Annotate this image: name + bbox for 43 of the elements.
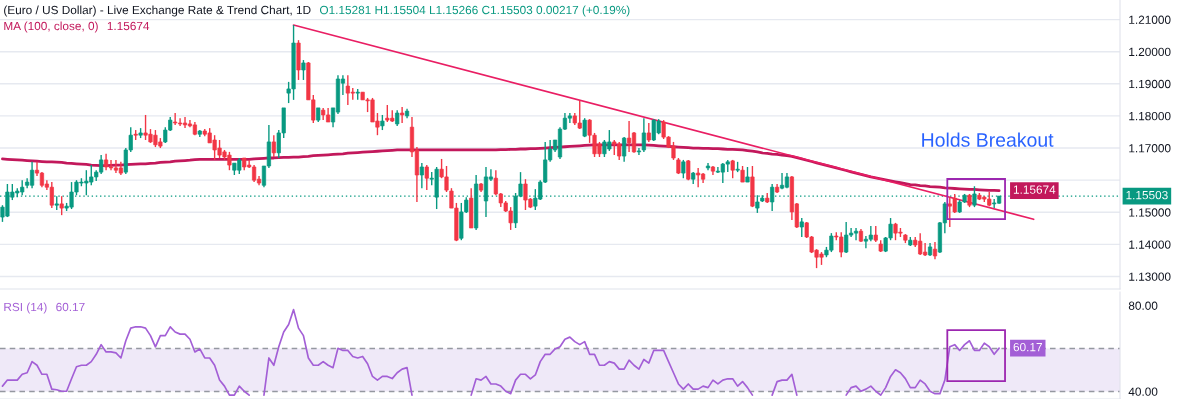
- y-tick-label: 1.15000: [1129, 208, 1171, 217]
- chart-title: (Euro / US Dollar) - Live Exchange Rate & Trend Chart, 1D: [4, 5, 311, 17]
- candlestick: [952, 193, 957, 214]
- candlestick: [646, 122, 651, 143]
- candlestick: [779, 172, 785, 190]
- y-tick-label: 80.00: [1128, 301, 1158, 310]
- candlestick: [844, 221, 849, 254]
- candlestick: [400, 106, 405, 124]
- candlestick: [173, 112, 178, 126]
- candlestick: [59, 195, 64, 216]
- candlestick: [271, 134, 276, 158]
- candlestick: [972, 185, 977, 208]
- text: 1.15674: [107, 21, 150, 31]
- candlestick: [696, 167, 701, 188]
- candlestick: [641, 117, 646, 153]
- y-tick-label: 1.20000: [1129, 47, 1171, 57]
- candlestick: [419, 162, 424, 189]
- y-tick-label: 1.19000: [1129, 79, 1171, 89]
- candlestick: [29, 161, 35, 189]
- text: RSI (14): [4, 302, 47, 314]
- candlestick: [627, 120, 632, 153]
- candlestick: [681, 159, 686, 179]
- ref-line-label: 1.15503: [1126, 190, 1168, 200]
- candlestick: [799, 217, 804, 238]
- y-tick-label: 1.17000: [1129, 144, 1171, 153]
- candlestick: [853, 227, 859, 241]
- chart-subtitle: O1.15281 H1.15504 L1.15266 C1.15503 0.00217 (+0.19%): [319, 5, 630, 17]
- candlestick: [108, 159, 114, 171]
- candlestick: [113, 159, 119, 174]
- data-label: 1.15674: [1013, 185, 1056, 194]
- candlestick: [301, 59, 306, 81]
- y-tick-label: 1.13000: [1129, 272, 1171, 281]
- y-tick-label: 40.00: [1128, 387, 1158, 396]
- text: 60.17: [56, 302, 85, 312]
- annotation: Holds Breakout: [922, 132, 1054, 147]
- candlestick: [992, 198, 997, 209]
- text: MA (100, close, 0): [4, 21, 98, 33]
- data-label: 60.17: [1013, 342, 1042, 352]
- y-tick-label: 1.18000: [1129, 111, 1171, 121]
- y-tick-label: 1.21000: [1129, 15, 1171, 24]
- candlestick: [424, 164, 429, 191]
- candlestick: [622, 136, 627, 163]
- y-tick-label: 1.14000: [1129, 240, 1171, 249]
